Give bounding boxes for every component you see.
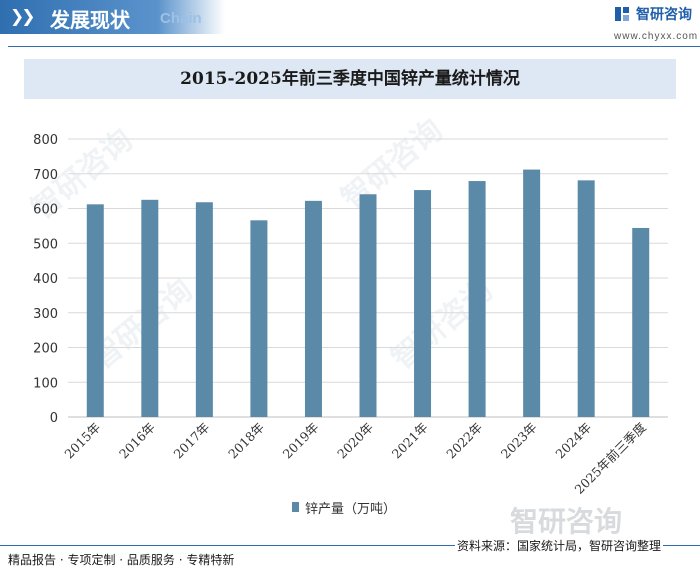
y-tick-label: 800 (33, 133, 58, 148)
footer-divider (0, 545, 700, 546)
logo-watermark: 智研咨询 (510, 500, 622, 540)
y-tick-label: 100 (33, 376, 58, 391)
watermark-text: 智研咨询 (510, 505, 623, 538)
x-tick-label: 2024年 (552, 420, 594, 462)
chart-title-box: 2015-2025年前三季度中国锌产量统计情况 (24, 59, 676, 99)
double-chevron-icon: ❯❯ (10, 7, 35, 27)
bar (632, 227, 650, 417)
bar (195, 202, 213, 417)
logo-name: 智研咨询 (636, 7, 692, 23)
bar-chart: 0 100 200 300 400 500 600 700 800 2015年 2016年 2017年… (33, 133, 668, 497)
x-tick-label: 2017年 (171, 420, 213, 462)
y-tick-label: 500 (33, 237, 58, 252)
footer-slogan: 精品报告 · 专项定制 · 品质服务 · 专精特新 (8, 553, 235, 567)
header-divider (8, 46, 700, 47)
bar (141, 199, 159, 417)
x-tick-label: 2015年 (61, 420, 103, 462)
x-tick-label: 2019年 (280, 420, 322, 462)
x-tick-label: 2021年 (389, 420, 431, 462)
legend: 锌产量（万吨） (292, 498, 397, 517)
section-title: 发展现状 (50, 8, 130, 32)
section-banner: ❯❯ 发展现状 Chain (0, 0, 225, 34)
y-tick-label: 300 (33, 307, 58, 322)
bar (577, 180, 595, 417)
x-tick-label: 2022年 (443, 420, 485, 462)
x-tick-label: 2016年 (116, 420, 158, 462)
y-tick-label: 600 (33, 203, 58, 218)
y-tick-label: 0 (50, 411, 58, 426)
bar (414, 190, 432, 417)
x-tick-label: 2023年 (498, 420, 540, 462)
y-tick-label: 200 (33, 342, 58, 357)
legend-label: 锌产量（万吨） (305, 501, 397, 517)
bar (86, 204, 104, 417)
footer-source: 资料来源：国家统计局，智研咨询整理 (455, 537, 664, 554)
header: ❯❯ 发展现状 Chain 智研咨询 www.chyxx.com (0, 0, 700, 46)
bar (468, 181, 486, 417)
section-subtitle: Chain (160, 10, 202, 27)
bar (250, 220, 268, 417)
logo-url: www.chyxx.com (614, 31, 699, 42)
x-tick-label: 2020年 (334, 420, 376, 462)
y-tick-label: 400 (33, 272, 58, 287)
bar (523, 169, 541, 417)
legend-swatch (292, 502, 299, 512)
chart-title: 2015-2025年前三季度中国锌产量统计情况 (180, 69, 520, 89)
x-tick-label: 2018年 (225, 420, 267, 462)
bar (359, 194, 377, 417)
y-tick-label: 700 (33, 168, 58, 183)
bar (304, 200, 322, 417)
logo-icon (615, 7, 629, 21)
